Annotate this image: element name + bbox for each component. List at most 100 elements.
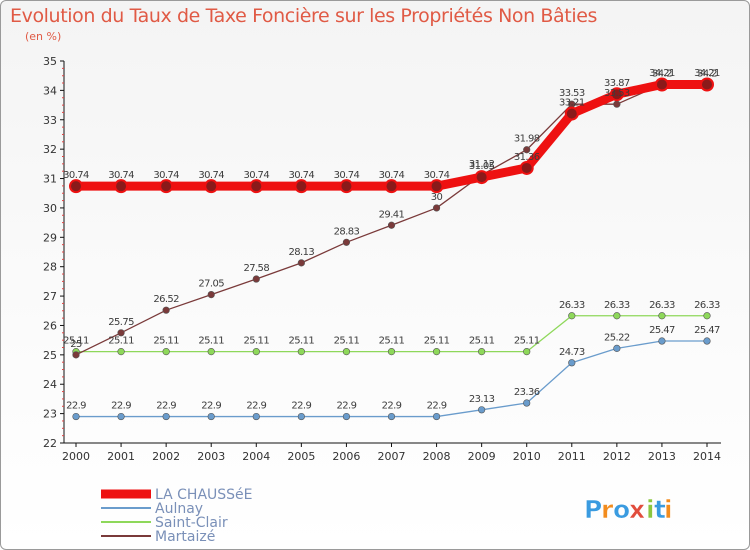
data-point <box>519 160 534 175</box>
brand-logo-letter: t <box>654 495 666 524</box>
x-tick-label: 2011 <box>558 450 586 463</box>
data-label: 25.11 <box>514 336 540 347</box>
data-label: 33.53 <box>604 88 630 99</box>
data-label: 22.9 <box>336 401 356 412</box>
data-point <box>117 412 125 421</box>
data-point <box>207 412 215 421</box>
y-tick-label: 35 <box>43 55 57 68</box>
data-label: 30.74 <box>108 170 134 181</box>
data-point <box>342 412 351 421</box>
data-point <box>658 337 666 345</box>
data-point <box>613 312 621 320</box>
data-point <box>162 348 170 356</box>
data-label: 30 <box>431 192 443 203</box>
y-tick-label: 25 <box>43 349 57 362</box>
data-point <box>297 348 305 356</box>
data-label: 26.33 <box>649 300 675 311</box>
data-point <box>207 291 215 299</box>
data-point <box>613 100 621 108</box>
data-label: 25.22 <box>604 332 630 343</box>
data-label: 30.74 <box>334 170 360 181</box>
x-tick-label: 2009 <box>468 450 496 463</box>
x-tick-label: 2014 <box>693 450 721 463</box>
data-point <box>297 412 305 421</box>
data-label: 30.74 <box>243 170 269 181</box>
data-label: 22.9 <box>246 401 266 412</box>
data-point <box>117 348 125 356</box>
chart-title: Evolution du Taux de Taxe Foncière sur l… <box>10 5 598 27</box>
data-point <box>342 238 351 246</box>
data-point <box>72 351 80 359</box>
y-tick-label: 32 <box>43 143 57 156</box>
legend-label-2: Saint-Clair <box>155 515 228 531</box>
data-label: 30.74 <box>424 170 450 181</box>
data-point <box>162 412 170 421</box>
data-label: 22.9 <box>427 401 447 412</box>
brand-logo-letter: P <box>584 495 602 524</box>
data-point <box>523 348 531 356</box>
y-tick-label: 28 <box>43 261 57 274</box>
data-label: 34.21 <box>694 68 720 79</box>
data-label: 25.47 <box>649 325 675 336</box>
data-point <box>387 348 396 356</box>
data-point <box>478 406 486 414</box>
brand-logo-letter: i <box>664 495 673 524</box>
data-label: 23.13 <box>469 394 495 405</box>
data-point <box>114 179 129 194</box>
x-tick-label: 2012 <box>603 450 631 463</box>
data-point <box>568 359 576 367</box>
data-label: 25.11 <box>108 336 134 347</box>
data-label: 23.36 <box>514 387 540 398</box>
data-point <box>117 329 125 337</box>
data-label: 26.33 <box>559 300 585 311</box>
data-label: 22.9 <box>111 401 131 412</box>
data-label: 34.2 <box>652 69 672 80</box>
data-point <box>523 399 531 407</box>
data-point <box>387 221 396 229</box>
data-label: 22.9 <box>66 401 86 412</box>
brand-logo-letter: r <box>601 495 614 524</box>
y-tick-label: 33 <box>43 114 57 127</box>
data-point <box>703 337 711 345</box>
y-tick-label: 23 <box>43 408 57 421</box>
x-tick-label: 2003 <box>197 450 225 463</box>
data-label: 31.98 <box>514 134 540 145</box>
data-point <box>432 412 441 421</box>
data-point <box>432 348 441 356</box>
y-tick-label: 34 <box>43 84 57 97</box>
x-tick-label: 2010 <box>513 450 541 463</box>
data-label: 25.11 <box>424 336 450 347</box>
data-label: 24.73 <box>559 347 585 358</box>
data-point <box>297 259 305 267</box>
data-point <box>207 348 215 356</box>
y-tick-label: 22 <box>43 437 57 450</box>
data-label: 25.11 <box>469 336 495 347</box>
brand-logo-letter: o <box>613 495 630 524</box>
data-point <box>204 179 219 194</box>
data-label: 30.74 <box>153 170 179 181</box>
data-label: 26.52 <box>153 294 179 305</box>
x-tick-label: 2013 <box>648 450 676 463</box>
y-tick-label: 29 <box>43 231 57 244</box>
chart-unit-label: (en %) <box>25 30 62 43</box>
x-tick-label: 2008 <box>423 450 451 463</box>
data-label: 34.2 <box>697 69 717 80</box>
data-point <box>432 204 441 212</box>
data-point <box>658 312 666 320</box>
data-label: 25.11 <box>153 336 179 347</box>
data-point <box>384 179 399 194</box>
data-point <box>249 179 264 194</box>
data-point <box>69 179 83 194</box>
data-label: 25.11 <box>334 336 360 347</box>
y-tick-label: 30 <box>43 202 57 215</box>
legend-label-1: Aulnay <box>155 501 203 517</box>
data-label: 28.83 <box>334 226 360 237</box>
data-label: 30.74 <box>198 170 224 181</box>
data-point <box>564 106 579 121</box>
data-point <box>72 412 80 421</box>
data-point <box>613 344 621 352</box>
data-label: 26.33 <box>694 300 720 311</box>
x-tick-label: 2001 <box>107 450 135 463</box>
data-label: 27.58 <box>243 263 269 274</box>
